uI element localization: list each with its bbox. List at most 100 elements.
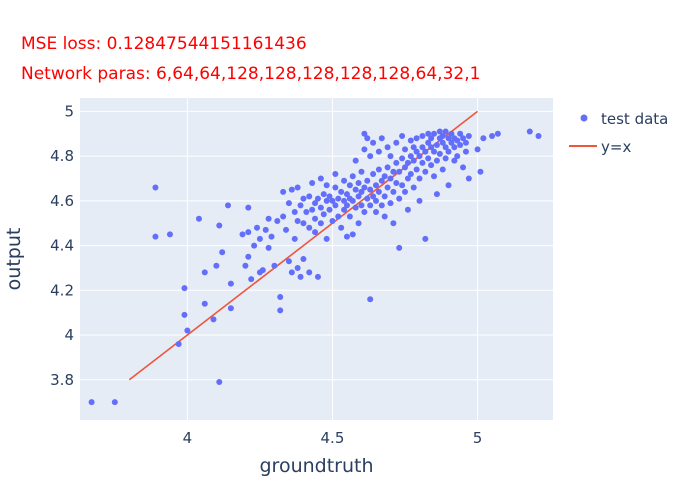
data-point: [317, 220, 324, 227]
data-point: [422, 148, 429, 155]
x-axis-ticks: 4 4.5 5: [183, 429, 483, 447]
data-point: [451, 144, 458, 151]
data-point: [460, 135, 467, 142]
data-point: [390, 220, 397, 227]
data-point: [248, 276, 255, 283]
data-point: [343, 233, 350, 240]
data-point: [474, 146, 481, 153]
data-point: [312, 200, 319, 207]
data-point: [309, 179, 316, 186]
data-point: [352, 204, 359, 211]
data-point: [306, 224, 313, 231]
data-point: [413, 148, 420, 155]
data-point: [184, 327, 191, 334]
data-point: [300, 256, 307, 262]
data-point: [361, 184, 368, 191]
data-point: [439, 166, 446, 173]
data-point: [436, 128, 443, 135]
data-point: [210, 316, 217, 323]
chart-title-line-1: MSE loss: 0.12847544151161436: [21, 34, 307, 54]
data-point: [370, 139, 377, 146]
data-point: [306, 193, 313, 200]
chart-title-line-2: Network paras: 6,64,64,128,128,128,128,1…: [21, 64, 480, 84]
data-point: [367, 153, 374, 160]
data-point: [364, 177, 371, 184]
data-point: [372, 197, 379, 204]
data-point: [422, 235, 429, 242]
data-point: [175, 340, 182, 347]
data-point: [445, 135, 452, 142]
data-point: [448, 139, 455, 146]
data-point: [445, 148, 452, 155]
data-point: [317, 175, 324, 182]
data-point: [332, 171, 339, 178]
data-point: [355, 220, 362, 227]
data-point: [329, 217, 336, 224]
data-point: [314, 273, 321, 280]
data-point: [256, 235, 263, 242]
data-point: [419, 144, 426, 151]
data-point: [341, 177, 348, 184]
data-point: [349, 197, 356, 204]
data-point: [436, 150, 443, 157]
data-point: [239, 231, 246, 238]
data-point: [343, 191, 350, 198]
data-point: [422, 168, 429, 175]
data-point: [341, 197, 348, 204]
data-point: [402, 164, 409, 171]
data-point: [378, 202, 385, 209]
plot-area[interactable]: [80, 98, 553, 420]
data-point: [227, 305, 234, 312]
x-tick-label: 4: [183, 429, 193, 447]
data-point: [428, 144, 435, 151]
data-point: [355, 193, 362, 200]
data-point: [265, 244, 272, 251]
data-point: [387, 200, 394, 207]
data-point: [338, 224, 345, 231]
data-point: [381, 213, 388, 220]
data-point: [349, 231, 356, 238]
data-point: [390, 168, 397, 175]
chart-title: MSE loss: 0.12847544151161436 Network pa…: [21, 34, 480, 84]
y-tick-label: 4.2: [50, 281, 74, 299]
data-point: [341, 206, 348, 213]
data-point: [166, 231, 173, 238]
data-point: [410, 157, 417, 164]
data-point: [370, 193, 377, 200]
data-point: [245, 253, 252, 260]
data-point: [219, 249, 226, 256]
data-point: [413, 135, 420, 142]
data-point: [448, 130, 455, 137]
data-point: [425, 139, 432, 146]
y-tick-label: 4.4: [50, 237, 74, 255]
data-point: [320, 211, 327, 218]
data-point: [457, 130, 464, 137]
data-point: [416, 197, 423, 204]
data-point: [352, 186, 359, 193]
data-point: [259, 267, 266, 274]
data-point: [364, 135, 371, 142]
data-point: [245, 229, 252, 236]
data-point: [384, 164, 391, 171]
data-point: [358, 202, 365, 209]
data-point: [393, 179, 400, 186]
data-point: [323, 182, 330, 189]
data-point: [431, 130, 438, 137]
y-tick-label: 4.8: [50, 147, 74, 165]
data-point: [489, 133, 496, 140]
data-point: [399, 182, 406, 189]
data-point: [332, 202, 339, 209]
data-point: [465, 133, 472, 140]
data-point: [410, 184, 417, 191]
data-point: [425, 155, 432, 162]
data-point: [288, 186, 295, 193]
data-point: [285, 258, 292, 265]
data-point: [410, 144, 417, 151]
data-point: [381, 193, 388, 200]
data-point: [338, 188, 345, 195]
data-point: [460, 164, 467, 171]
data-point: [285, 200, 292, 207]
data-point: [364, 195, 371, 202]
data-point: [326, 206, 333, 213]
